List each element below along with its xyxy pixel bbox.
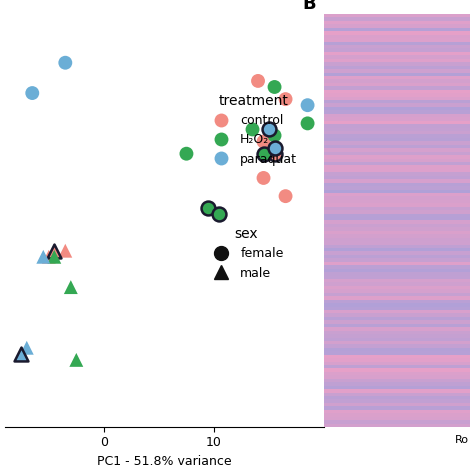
Point [260, 150, 267, 157]
Point [304, 119, 311, 127]
Point [51, 247, 58, 255]
Point [62, 59, 69, 66]
Point [271, 83, 278, 91]
Point [304, 101, 311, 109]
Point [182, 150, 190, 157]
Point [260, 174, 267, 182]
Point [271, 144, 278, 151]
Point [260, 138, 267, 146]
Point [265, 126, 273, 133]
Point [39, 253, 47, 261]
Point [28, 89, 36, 97]
Point [18, 350, 25, 357]
Point [62, 247, 69, 255]
Point [282, 95, 289, 103]
X-axis label: PC1 - 51.8% variance: PC1 - 51.8% variance [97, 455, 232, 468]
Point [205, 204, 212, 212]
Point [67, 283, 74, 291]
Point [23, 344, 30, 352]
Point [45, 253, 53, 261]
Legend: female, male: female, male [209, 227, 283, 280]
Point [254, 77, 262, 85]
Point [271, 150, 278, 157]
Point [271, 132, 278, 139]
Point [249, 126, 256, 133]
Point [73, 356, 80, 364]
Point [282, 192, 289, 200]
Point [51, 253, 58, 261]
Text: B: B [302, 0, 316, 13]
Text: Ro: Ro [455, 435, 469, 445]
Point [216, 210, 223, 218]
